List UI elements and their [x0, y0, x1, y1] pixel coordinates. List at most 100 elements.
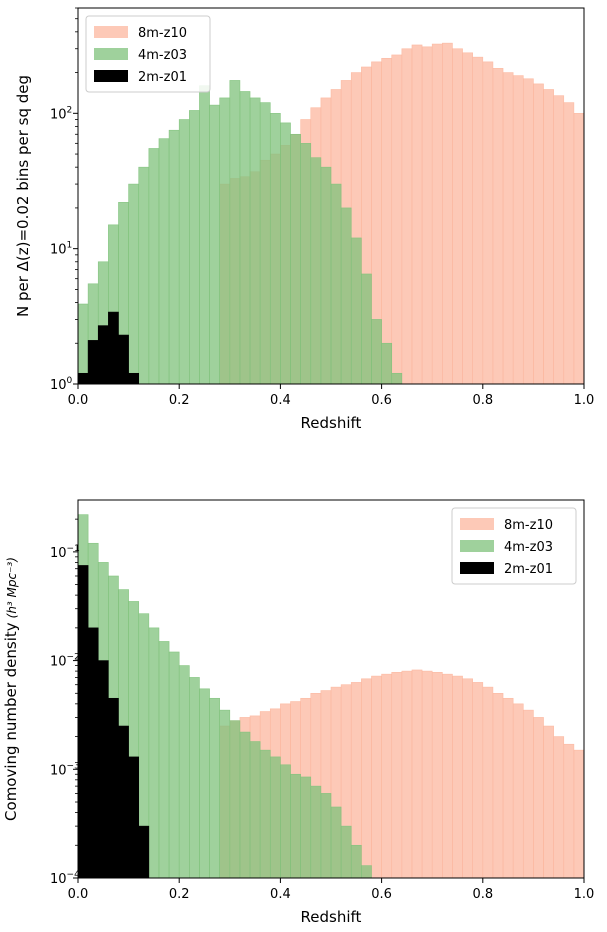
bar-8m-z10: [401, 670, 413, 878]
y-tick-exponent: −3: [67, 761, 80, 771]
y-tick-base: 10: [50, 107, 67, 122]
bar-4m-z03: [391, 372, 403, 384]
plot-frame: [77, 7, 585, 385]
bar-4m-z03: [249, 741, 261, 878]
bar-8m-z10: [462, 52, 473, 384]
bar-4m-z03: [340, 825, 352, 878]
bar-2m-z01: [118, 334, 129, 384]
legend-swatch: [94, 26, 128, 38]
bar-8m-z10: [533, 83, 544, 384]
bar-4m-z03: [148, 148, 160, 384]
bar-8m-z10: [452, 675, 463, 878]
x-tick-label: 0.6: [371, 393, 392, 408]
bar-4m-z03: [209, 104, 220, 384]
bar-4m-z03: [229, 720, 241, 878]
bar-8m-z10: [573, 749, 584, 878]
bar-8m-z10: [411, 44, 423, 384]
bar-4m-z03: [280, 122, 291, 384]
bar-8m-z10: [381, 57, 393, 384]
y-tick-exponent: −2: [67, 653, 80, 663]
y-tick-label: 100: [50, 376, 73, 393]
bar-4m-z03: [269, 756, 281, 878]
series-2m-z01: [78, 311, 140, 384]
bar-4m-z03: [239, 91, 251, 384]
y-axis-label-units: (h³ Mpc⁻³): [5, 557, 19, 618]
bar-4m-z03: [290, 773, 301, 878]
y-tick-label: 101: [50, 241, 72, 258]
bar-4m-z03: [168, 651, 180, 878]
bar-8m-z10: [421, 670, 433, 878]
bar-8m-z10: [563, 102, 575, 384]
bar-4m-z03: [249, 97, 261, 384]
bars-group: [78, 514, 584, 878]
y-tick-base: 10: [50, 546, 67, 561]
bar-4m-z03: [229, 80, 241, 384]
bar-4m-z03: [259, 102, 271, 384]
bar-8m-z10: [563, 743, 575, 878]
legend-swatch: [460, 562, 494, 574]
y-axis-label-text: Comoving number density: [2, 622, 20, 821]
bar-8m-z10: [391, 54, 403, 384]
bar-8m-z10: [421, 46, 433, 384]
bar-8m-z10: [472, 56, 484, 384]
bar-4m-z03: [219, 709, 231, 878]
bar-4m-z03: [310, 157, 322, 384]
bar-2m-z01: [108, 311, 119, 384]
bar-2m-z01: [128, 372, 140, 384]
bar-8m-z10: [553, 736, 565, 878]
legend-swatch: [94, 48, 128, 60]
bar-4m-z03: [300, 776, 312, 878]
bar-4m-z03: [158, 138, 170, 384]
bar-4m-z03: [178, 665, 190, 878]
legend-label: 4m-z03: [504, 540, 553, 555]
bar-4m-z03: [330, 183, 342, 384]
bar-8m-z10: [502, 697, 514, 878]
bar-4m-z03: [199, 688, 210, 878]
bar-8m-z10: [361, 678, 372, 878]
bar-2m-z01: [118, 725, 129, 878]
bar-8m-z10: [381, 673, 393, 878]
bar-4m-z03: [361, 865, 372, 878]
bar-8m-z10: [492, 693, 504, 878]
bar-4m-z03: [280, 764, 291, 878]
legend-label: 2m-z01: [504, 562, 553, 577]
x-tick-label: 0.0: [68, 887, 89, 902]
bar-8m-z10: [452, 48, 463, 384]
bar-4m-z03: [259, 749, 271, 878]
bar-4m-z03: [189, 677, 200, 878]
legend-label: 4m-z03: [138, 48, 187, 63]
bar-8m-z10: [543, 89, 554, 384]
bar-4m-z03: [320, 793, 332, 878]
bar-8m-z10: [401, 48, 413, 384]
y-tick-label: 102: [50, 105, 72, 122]
x-tick-label: 0.4: [270, 887, 291, 902]
legend-label: 8m-z10: [504, 518, 553, 533]
legend-swatch: [460, 518, 494, 530]
x-tick-label: 0.4: [270, 393, 291, 408]
bar-8m-z10: [482, 686, 494, 878]
y-tick-base: 10: [50, 378, 67, 393]
bar-4m-z03: [381, 342, 393, 384]
bar-2m-z01: [87, 627, 99, 878]
y-tick-label: 10−3: [50, 761, 80, 778]
legend-label: 8m-z10: [138, 26, 187, 41]
bar-4m-z03: [168, 129, 180, 384]
x-tick-label: 1.0: [574, 393, 595, 408]
y-tick-base: 10: [50, 763, 67, 778]
bar-2m-z01: [128, 756, 140, 878]
bar-2m-z01: [97, 660, 109, 878]
bar-8m-z10: [411, 669, 423, 878]
bar-4m-z03: [148, 627, 160, 878]
x-tick-label: 0.6: [371, 887, 392, 902]
bar-8m-z10: [502, 72, 514, 384]
bar-4m-z03: [320, 166, 332, 384]
bar-4m-z03: [128, 183, 140, 384]
bar-4m-z03: [269, 113, 281, 384]
x-tick-label: 0.8: [472, 393, 493, 408]
bars-group: [78, 42, 584, 384]
x-tick-label: 0.0: [68, 393, 89, 408]
bar-4m-z03: [310, 785, 322, 878]
bar-4m-z03: [199, 85, 210, 384]
bar-8m-z10: [522, 709, 534, 878]
